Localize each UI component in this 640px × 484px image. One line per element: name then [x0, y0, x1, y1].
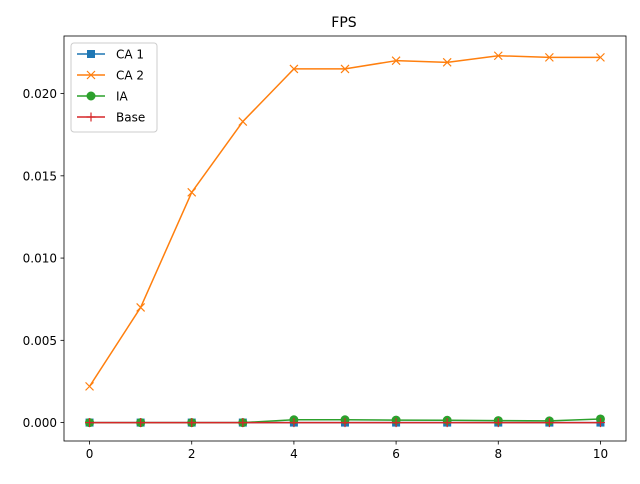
legend-entry: CA 1 [77, 48, 144, 62]
legend-entry: Base [77, 111, 145, 125]
y-tick-label: 0.015 [23, 169, 57, 183]
data-point [493, 418, 503, 428]
data-point [289, 64, 299, 74]
data-point [595, 418, 605, 428]
data-point [136, 418, 146, 428]
data-point [493, 51, 503, 61]
data-point [85, 381, 94, 391]
data-point [391, 56, 401, 66]
x-tick-label: 10 [593, 447, 608, 461]
x-tick-label: 8 [494, 447, 502, 461]
legend-entry: IA [77, 90, 129, 104]
series-base [85, 418, 605, 428]
legend-marker [86, 91, 96, 101]
data-point [187, 418, 197, 428]
data-point [85, 418, 95, 428]
x-tick-label: 0 [86, 447, 94, 461]
axes: 0 2 4 6 8 10 0.000 0.005 0.010 0.015 0.020 [23, 35, 627, 461]
y-tick-label: 0.010 [23, 252, 57, 266]
legend-marker [86, 112, 96, 122]
plot-area [85, 51, 605, 428]
data-point [391, 418, 401, 428]
legend-marker [86, 70, 96, 80]
data-point [340, 64, 350, 74]
data-point [238, 418, 248, 428]
y-tick-label: 0.005 [23, 334, 57, 348]
legend-label: IA [116, 90, 129, 104]
axes-frame [63, 35, 627, 442]
legend-label: Base [116, 111, 145, 125]
data-point [187, 187, 197, 197]
series-ca-2 [85, 51, 605, 391]
data-point [544, 52, 554, 62]
legend-box [70, 42, 158, 133]
y-tick-label: 0.020 [23, 87, 57, 101]
legend-label: CA 1 [116, 48, 144, 62]
data-point [442, 418, 452, 428]
data-point [238, 117, 248, 126]
x-tick-label: 6 [392, 447, 400, 461]
data-point [289, 418, 299, 428]
data-point [340, 418, 350, 428]
chart-title: FPS [331, 15, 356, 31]
x-tick-label: 4 [290, 447, 298, 461]
data-point [596, 52, 605, 62]
legend-label: CA 2 [116, 69, 144, 83]
legend: CA 1 CA 2 IA Base [70, 42, 158, 133]
data-point [136, 303, 146, 312]
legend-entry: CA 2 [77, 69, 144, 83]
y-tick-label: 0.000 [23, 416, 57, 430]
data-point [544, 418, 554, 428]
data-point [442, 57, 452, 67]
legend-marker [87, 50, 95, 58]
x-tick-label: 2 [188, 447, 196, 461]
